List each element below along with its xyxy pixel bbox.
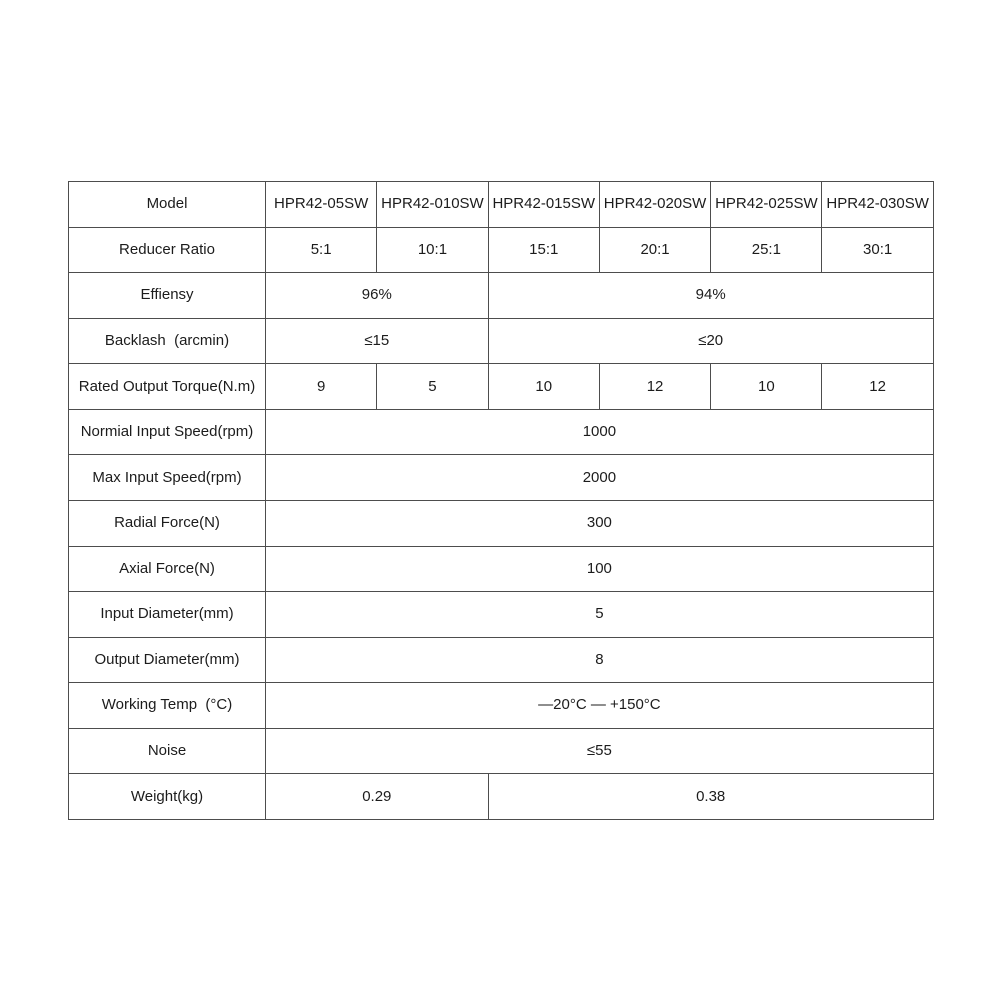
table-row: Axial Force(N) 100 — [68, 545, 934, 593]
table-row: Backlash (arcmin) ≤15 ≤20 — [68, 317, 934, 365]
spec-value-cell: ≤55 — [265, 727, 934, 775]
table-row: Max Input Speed(rpm) 2000 — [68, 454, 934, 501]
spec-value-cell: 100 — [265, 545, 934, 593]
table-row: Noise ≤55 — [68, 727, 934, 775]
table-row: Rated Output Torque(N.m) 9 5 10 12 10 12 — [68, 363, 934, 410]
spec-value-cell: 2000 — [265, 454, 934, 501]
spec-value-cell: 0.38 — [487, 773, 934, 820]
table-row: Reducer Ratio 5:1 10:1 15:1 20:1 25:1 30:1 — [68, 226, 934, 274]
row-label: Reducer Ratio — [68, 226, 266, 274]
spec-value-cell: 300 — [265, 499, 934, 547]
table-row: Radial Force(N) 300 — [68, 499, 934, 547]
table-row: Weight(kg) 0.29 0.38 — [68, 773, 934, 820]
row-label: Rated Output Torque(N.m) — [68, 363, 266, 410]
spec-table: Model HPR42-05SW HPR42-010SW HPR42-015SW HPR… — [68, 181, 934, 820]
spec-value-cell: ≤15 — [265, 317, 489, 365]
spec-value-cell: 5:1 — [264, 226, 378, 274]
spec-value-cell: 9 — [264, 363, 378, 410]
row-label: Normial Input Speed(rpm) — [68, 408, 266, 456]
spec-value-cell: 12 — [598, 363, 712, 410]
row-label: Noise — [68, 727, 266, 775]
row-label: Max Input Speed(rpm) — [68, 454, 266, 501]
spec-value-cell: ≤20 — [487, 317, 934, 365]
row-label: Backlash (arcmin) — [68, 317, 266, 365]
model-label-cell: Model — [68, 181, 266, 228]
spec-value-cell: —20°C — +150°C — [265, 682, 934, 729]
row-label: Axial Force(N) — [68, 545, 266, 593]
table-row: Input Diameter(mm) 5 — [68, 591, 934, 638]
row-label: Effiensy — [68, 272, 266, 319]
spec-value-cell: 8 — [265, 636, 934, 684]
row-label: Input Diameter(mm) — [68, 591, 266, 638]
spec-value-cell: 0.29 — [265, 773, 489, 820]
spec-value-cell: 15:1 — [487, 226, 600, 274]
table-row: Output Diameter(mm) 8 — [68, 636, 934, 684]
spec-value-cell: 5 — [265, 591, 934, 638]
model-header-cell: HPR42-05SW — [264, 181, 378, 228]
header-row: Model HPR42-05SW HPR42-010SW HPR42-015SW HPR… — [68, 181, 934, 228]
model-header-cell: HPR42-030SW — [821, 181, 934, 228]
spec-value-cell: 25:1 — [710, 226, 823, 274]
row-label: Radial Force(N) — [68, 499, 266, 547]
row-label: Working Temp (°C) — [68, 682, 266, 729]
spec-value-cell: 96% — [265, 272, 489, 319]
model-header-cell: HPR42-010SW — [376, 181, 489, 228]
model-header-cell: HPR42-020SW — [598, 181, 712, 228]
spec-value-cell: 5 — [376, 363, 489, 410]
table-row: Effiensy 96% 94% — [68, 272, 934, 319]
table-row: Normial Input Speed(rpm) 1000 — [68, 408, 934, 456]
spec-value-cell: 12 — [821, 363, 934, 410]
spec-value-cell: 1000 — [265, 408, 934, 456]
table-row: Working Temp (°C) —20°C — +150°C — [68, 682, 934, 729]
spec-value-cell: 20:1 — [598, 226, 712, 274]
spec-value-cell: 10 — [710, 363, 823, 410]
row-label: Output Diameter(mm) — [68, 636, 266, 684]
spec-value-cell: 10:1 — [376, 226, 489, 274]
spec-value-cell: 94% — [487, 272, 934, 319]
model-header-cell: HPR42-015SW — [487, 181, 600, 228]
spec-value-cell: 10 — [487, 363, 600, 410]
model-header-cell: HPR42-025SW — [710, 181, 823, 228]
row-label: Weight(kg) — [68, 773, 266, 820]
spec-value-cell: 30:1 — [821, 226, 934, 274]
